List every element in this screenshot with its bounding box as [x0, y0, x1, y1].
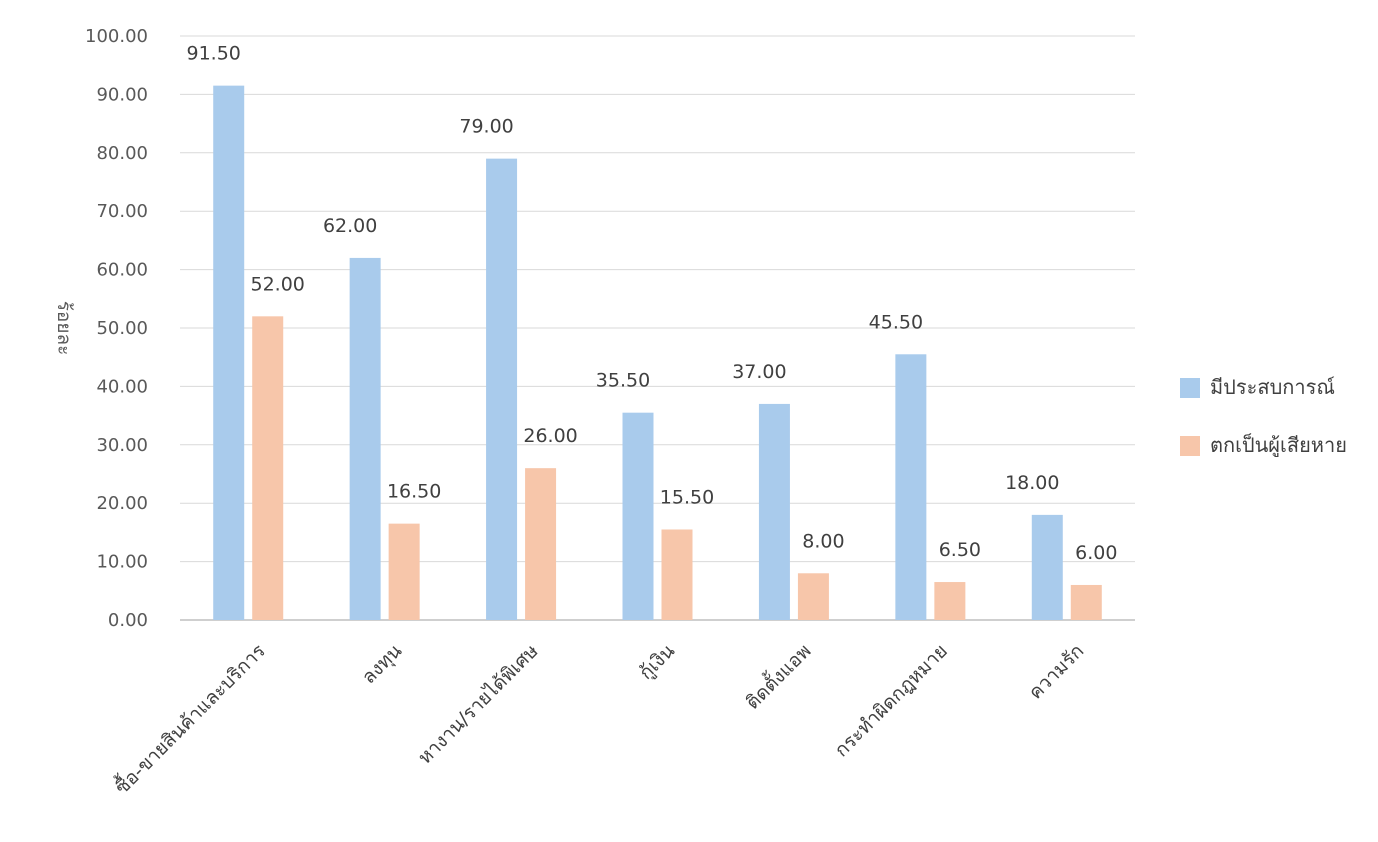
legend-swatch [1180, 378, 1200, 398]
data-label: 79.00 [459, 116, 513, 138]
legend-swatch [1180, 436, 1200, 456]
y-tick-label: 80.00 [96, 143, 148, 164]
y-tick-label: 90.00 [96, 84, 148, 105]
data-label: 15.50 [660, 486, 714, 508]
y-tick-label: 40.00 [96, 376, 148, 397]
bar-experienced [1031, 514, 1063, 620]
bar-victim [252, 316, 284, 620]
data-labels: 91.50 52.00 62.00 16.50 79.00 26.00 35.50 15.50… [187, 43, 1118, 564]
bar-experienced [349, 257, 381, 620]
bar-experienced [213, 85, 245, 620]
data-label: 18.00 [1005, 472, 1059, 494]
data-label: 37.00 [732, 361, 786, 383]
data-label: 6.00 [1075, 542, 1117, 564]
y-axis-title: ร้อยละ [53, 301, 75, 356]
data-label: 52.00 [251, 273, 305, 295]
y-axis-tick-labels: 0.00 10.00 20.00 30.00 40.00 50.00 60.00 70.00 8… [85, 26, 148, 631]
bar-experienced [895, 354, 927, 620]
bar-victim [661, 529, 693, 620]
y-tick-label: 100.00 [85, 26, 148, 47]
legend: มีประสบการณ์ตกเป็นผู้เสียหาย [1180, 375, 1347, 458]
bar-experienced [486, 158, 518, 620]
data-label: 6.50 [939, 539, 981, 561]
data-label: 35.50 [596, 370, 650, 392]
y-tick-label: 50.00 [96, 318, 148, 339]
data-label: 8.00 [802, 530, 844, 552]
bars [213, 85, 1102, 620]
gridlines [180, 35, 1135, 621]
data-label: 91.50 [187, 43, 241, 65]
bar-experienced [758, 403, 790, 620]
bar-victim [797, 573, 829, 620]
y-tick-label: 70.00 [96, 201, 148, 222]
bar-victim [1070, 584, 1102, 620]
bar-victim [388, 523, 420, 620]
legend-label: ตกเป็นผู้เสียหาย [1210, 432, 1347, 458]
y-tick-label: 10.00 [96, 552, 148, 573]
bar-victim [525, 468, 557, 620]
legend-label: มีประสบการณ์ [1210, 375, 1335, 399]
data-label: 16.50 [387, 481, 441, 503]
y-tick-label: 30.00 [96, 435, 148, 456]
y-tick-label: 60.00 [96, 260, 148, 281]
bar-experienced [622, 412, 654, 620]
data-label: 26.00 [523, 425, 577, 447]
data-label: 45.50 [869, 311, 923, 333]
y-tick-label: 20.00 [96, 493, 148, 514]
y-tick-label: 0.00 [108, 610, 148, 631]
data-label: 62.00 [323, 215, 377, 237]
bar-victim [934, 582, 966, 620]
